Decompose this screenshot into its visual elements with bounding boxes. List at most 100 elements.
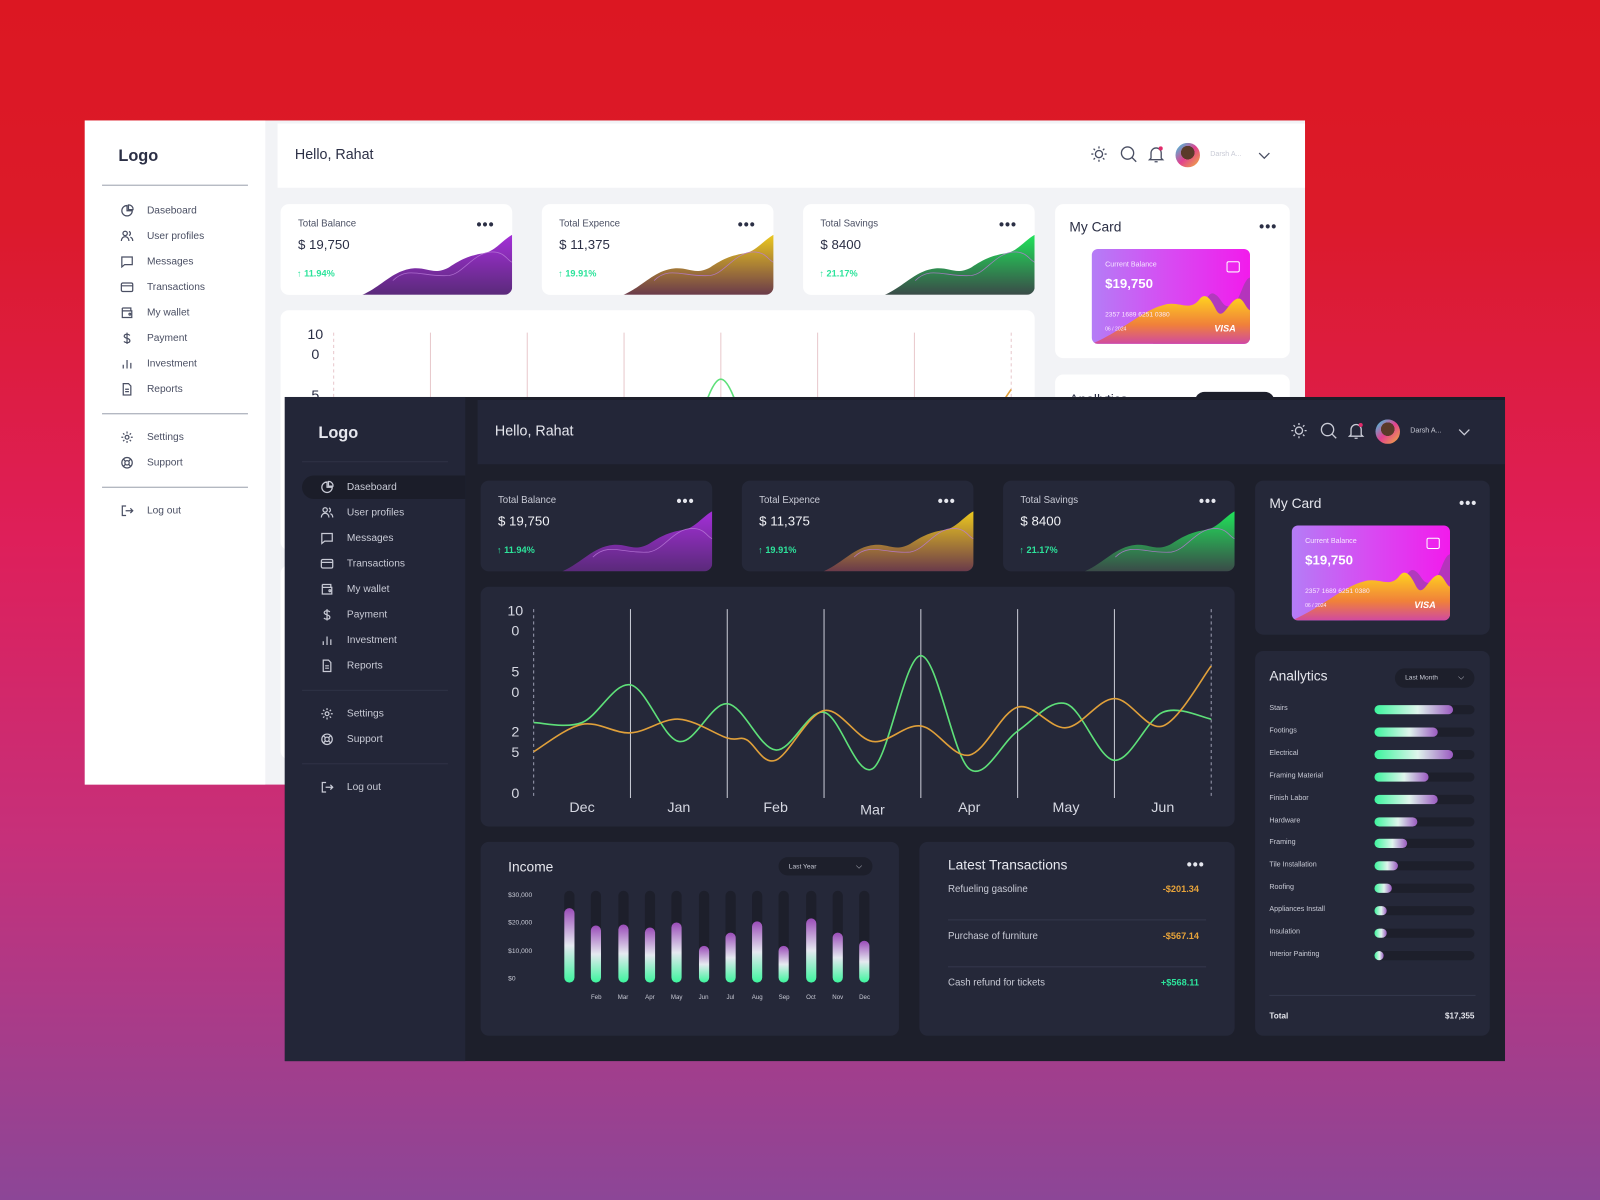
income-bar[interactable] (617, 924, 629, 983)
logo[interactable]: Logo (118, 147, 159, 166)
stat-card[interactable]: Total Expence $ 11,375 ↑ 19.91% ••• (541, 204, 774, 295)
more-options-button[interactable]: ••• (937, 492, 956, 510)
sidebar-item-reports[interactable]: Reports (302, 654, 465, 677)
transactions-panel: Latest Transactions ••• Refueling gasoli… (919, 841, 1235, 1036)
more-options-button[interactable]: ••• (676, 492, 695, 510)
transaction-row[interactable]: Refueling gasoline -$201.34 (919, 884, 1234, 904)
income-bar[interactable] (671, 922, 682, 983)
nav-label: Investment (146, 358, 197, 370)
transaction-row[interactable]: Purchase of furniture -$567.14 (919, 931, 1234, 951)
bell-icon[interactable] (1147, 145, 1165, 163)
logout-button[interactable]: Log out (302, 776, 465, 799)
sidebar-item-messages[interactable]: Messages (102, 250, 265, 273)
sidebar-item-user-profiles[interactable]: User profiles (102, 224, 265, 247)
income-bar[interactable] (859, 940, 870, 983)
analytics-row: Insulation (1255, 928, 1490, 939)
card-balance-label: Current Balance (1305, 537, 1357, 545)
search-icon[interactable] (1119, 145, 1137, 163)
sidebar-item-my-wallet[interactable]: My wallet (102, 301, 265, 324)
logout-button[interactable]: Log out (102, 499, 265, 522)
more-options-button[interactable]: ••• (998, 216, 1018, 233)
income-period-dropdown[interactable]: Last Year ⌵ (778, 857, 873, 876)
user-name[interactable]: Darsh A... (1210, 151, 1242, 159)
sun-icon[interactable] (1090, 145, 1108, 163)
sparkline-area (823, 511, 974, 572)
sidebar: Logo Daseboard User profiles Messages Trans… (84, 120, 266, 785)
stat-card[interactable]: Total Savings $ 8400 ↑ 21.17% ••• (803, 204, 1035, 295)
more-options-button[interactable]: ••• (737, 216, 756, 233)
income-bar[interactable] (832, 932, 843, 983)
more-options-button[interactable]: ••• (1198, 492, 1218, 510)
income-bar[interactable] (725, 932, 736, 983)
income-bar[interactable] (564, 908, 575, 983)
analytics-panel: Anallytics Last Month ⌵ Stairs Footings Ele… (1255, 651, 1490, 1036)
logo[interactable]: Logo (318, 424, 359, 442)
sidebar-item-support[interactable]: Support (102, 451, 265, 474)
sun-icon[interactable] (1290, 421, 1308, 439)
income-bar[interactable] (644, 927, 655, 983)
income-bar[interactable] (752, 921, 763, 983)
progress-fill (1374, 928, 1387, 938)
avatar[interactable] (1175, 142, 1200, 168)
nav-label: My wallet (146, 307, 190, 319)
x-tick-label: Jun (1151, 800, 1174, 816)
transaction-name: Cash refund for tickets (947, 977, 1045, 989)
sidebar-item-transactions[interactable]: Transactions (102, 276, 265, 299)
analytics-period-dropdown[interactable]: Last Month ⌵ (1394, 668, 1475, 688)
sidebar-item-settings[interactable]: Settings (102, 426, 265, 449)
stat-card[interactable]: Total Expence $ 11,375 ↑ 19.91% ••• (741, 480, 974, 572)
arrow-up-icon: ↑ (296, 268, 305, 279)
x-tick-label: Oct (806, 994, 816, 1002)
more-options-button[interactable]: ••• (476, 216, 495, 233)
more-options-button[interactable]: ••• (1186, 856, 1205, 873)
analytics-period: Last Month (1405, 674, 1438, 682)
avatar[interactable] (1375, 419, 1400, 444)
income-bar[interactable] (698, 946, 709, 983)
more-options-button[interactable]: ••• (1459, 494, 1478, 512)
sidebar-item-investment[interactable]: Investment (102, 352, 265, 375)
nav-label: Payment (146, 332, 188, 344)
stat-card[interactable]: Total Balance $ 19,750 ↑ 11.94% ••• (280, 204, 513, 295)
bell-icon[interactable] (1347, 421, 1365, 439)
sidebar-item-reports[interactable]: Reports (102, 378, 265, 401)
user-name[interactable]: Darsh A... (1410, 427, 1442, 435)
sidebar-item-user-profiles[interactable]: User profiles (302, 501, 465, 524)
sidebar-item-investment[interactable]: Investment (302, 629, 465, 652)
stat-card[interactable]: Total Savings $ 8400 ↑ 21.17% ••• (1003, 480, 1235, 572)
sidebar-item-transactions[interactable]: Transactions (302, 552, 465, 575)
nav-label: Payment (346, 609, 388, 621)
chip-icon (1426, 537, 1440, 549)
chevron-down-icon[interactable] (1455, 422, 1473, 440)
analytics-row: Hardware (1255, 816, 1490, 827)
sidebar-item-daseboard[interactable]: Daseboard (302, 475, 466, 499)
search-icon[interactable] (1319, 421, 1337, 439)
more-options-button[interactable]: ••• (1259, 218, 1278, 235)
x-tick-label: Jun (698, 994, 709, 1002)
analytics-label: Hardware (1269, 816, 1301, 824)
sidebar-item-payment[interactable]: Payment (102, 327, 265, 350)
y-tick-label: $0 (508, 975, 516, 983)
income-bar[interactable] (778, 946, 790, 983)
income-bar[interactable] (805, 918, 817, 983)
nav-label: Daseboard (146, 205, 197, 217)
sidebar-item-messages[interactable]: Messages (302, 527, 465, 550)
income-bar[interactable] (591, 925, 602, 983)
progress-fill (1374, 839, 1408, 849)
stat-title: Total Balance (497, 494, 557, 507)
income-panel: Income Last Year ⌵ $30,000 $20,000 $10,000 $… (480, 841, 899, 1036)
progress-track (1374, 772, 1475, 782)
x-tick-label: Mar (860, 802, 885, 818)
chevron-down-icon[interactable] (1255, 146, 1273, 164)
sidebar-item-support[interactable]: Support (302, 728, 465, 751)
credit-card[interactable]: Current Balance $19,750 2357 1689 6251 0… (1091, 248, 1250, 344)
card-expiry: 06 / 2024 (1305, 603, 1327, 610)
stat-card[interactable]: Total Balance $ 19,750 ↑ 11.94% ••• (480, 480, 713, 572)
sidebar-item-payment[interactable]: Payment (302, 603, 465, 626)
sidebar-item-daseboard[interactable]: Daseboard (102, 199, 265, 222)
message-icon (119, 255, 133, 269)
sidebar-item-settings[interactable]: Settings (302, 702, 465, 725)
stat-change: ↑ 21.17% (1019, 545, 1057, 555)
sidebar-item-my-wallet[interactable]: My wallet (302, 578, 465, 601)
credit-card[interactable]: Current Balance $19,750 2357 1689 6251 0… (1291, 525, 1450, 621)
transaction-row[interactable]: Cash refund for tickets +$568.11 (919, 978, 1234, 998)
